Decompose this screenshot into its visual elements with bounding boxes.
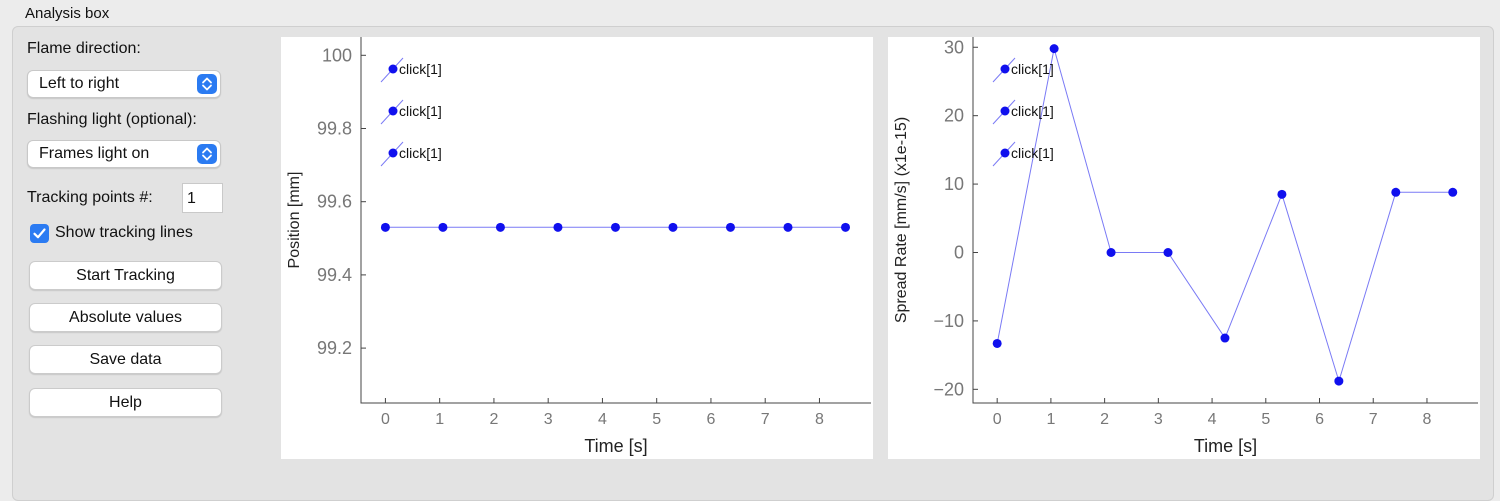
data-point xyxy=(725,222,735,232)
flashing-light-select[interactable]: Frames light on xyxy=(27,140,221,168)
y-tick-label: 100 xyxy=(322,45,352,65)
up-down-chevron-icon xyxy=(197,74,217,94)
x-tick-label: 3 xyxy=(1154,411,1163,428)
data-point xyxy=(438,222,448,232)
flashing-light-label: Flashing light (optional): xyxy=(27,111,197,128)
data-point xyxy=(783,222,793,232)
y-tick-label: 20 xyxy=(944,106,964,126)
data-point xyxy=(1334,376,1344,386)
x-tick-label: 2 xyxy=(489,411,498,428)
absolute-values-button[interactable]: Absolute values xyxy=(29,303,222,332)
legend-entry: click[1] xyxy=(992,57,1054,83)
x-tick-label: 7 xyxy=(1369,411,1378,428)
x-tick-label: 5 xyxy=(1261,411,1270,428)
data-point xyxy=(1391,187,1401,197)
x-tick-label: 0 xyxy=(993,411,1002,428)
x-tick-label: 8 xyxy=(1423,411,1432,428)
flashing-light-value: Frames light on xyxy=(39,145,150,162)
data-point xyxy=(495,222,505,232)
y-tick-label: −20 xyxy=(933,379,964,399)
data-point xyxy=(1163,247,1173,257)
x-tick-label: 6 xyxy=(1315,411,1324,428)
legend-entry: click[1] xyxy=(380,99,442,125)
flame-direction-label: Flame direction: xyxy=(27,40,141,57)
panel-title: Analysis box xyxy=(25,5,110,22)
data-point xyxy=(668,222,678,232)
x-tick-label: 4 xyxy=(1208,411,1217,428)
y-tick-label: 99.8 xyxy=(317,119,352,139)
x-tick-label: 1 xyxy=(1046,411,1055,428)
spread-rate-chart-card: 0 1 2 3 4 5 6 7 8 −20 −10 0 10 20 30 Time [s] Spread Rat… xyxy=(888,37,1480,459)
up-down-chevron-icon xyxy=(197,144,217,164)
checkmark-icon xyxy=(33,228,46,239)
data-point xyxy=(380,222,390,232)
y-tick-label: 10 xyxy=(944,174,964,194)
y-tick-label: 99.4 xyxy=(317,265,352,285)
x-tick-label: 1 xyxy=(435,411,444,428)
svg-text:click[1]: click[1] xyxy=(1011,103,1054,119)
legend-entry: click[1] xyxy=(380,57,442,83)
y-tick-label: −10 xyxy=(933,311,964,331)
data-point xyxy=(1448,187,1458,197)
start-tracking-button[interactable]: Start Tracking xyxy=(29,261,222,290)
x-tick-label: 6 xyxy=(706,411,715,428)
position-chart-card: 0 1 2 3 4 5 6 7 8 99.2 99.4 99.6 99.8 100 Time [s] Posi… xyxy=(281,37,873,459)
flame-direction-value: Left to right xyxy=(39,75,120,92)
x-tick-label: 5 xyxy=(652,411,661,428)
tracking-points-input[interactable]: 1 xyxy=(182,183,223,213)
y-tick-label: 99.6 xyxy=(317,192,352,212)
series-line xyxy=(996,48,1453,383)
show-tracking-lines-checkbox[interactable] xyxy=(30,224,49,243)
y-tick-label: 0 xyxy=(954,242,964,262)
legend-entry: click[1] xyxy=(992,99,1054,125)
data-point xyxy=(610,222,620,232)
legend-entry: click[1] xyxy=(992,141,1054,167)
svg-text:click[1]: click[1] xyxy=(1011,145,1054,161)
x-tick-label: 2 xyxy=(1100,411,1109,428)
y-axis-label: Spread Rate [mm/s] (x1e-15) xyxy=(893,117,910,323)
svg-text:click[1]: click[1] xyxy=(399,61,442,77)
data-point xyxy=(1106,247,1116,257)
x-tick-label: 7 xyxy=(761,411,770,428)
x-tick-label: 0 xyxy=(381,411,390,428)
data-point xyxy=(1277,189,1287,199)
data-point xyxy=(1049,44,1059,54)
x-axis-label: Time [s] xyxy=(1194,436,1257,456)
y-axis-label: Position [mm] xyxy=(286,172,303,269)
legend-entry: click[1] xyxy=(380,141,442,167)
x-tick-label: 4 xyxy=(598,411,607,428)
spread-rate-chart: 0 1 2 3 4 5 6 7 8 −20 −10 0 10 20 30 Time [s] Spread Rat… xyxy=(893,37,1478,456)
save-data-button[interactable]: Save data xyxy=(29,345,222,374)
position-chart: 0 1 2 3 4 5 6 7 8 99.2 99.4 99.6 99.8 100 Time [s] Posi… xyxy=(286,37,871,456)
svg-text:click[1]: click[1] xyxy=(399,103,442,119)
tracking-points-label: Tracking points #: xyxy=(27,189,153,206)
y-tick-label: 30 xyxy=(944,37,964,57)
axis-lines xyxy=(360,37,871,404)
help-button[interactable]: Help xyxy=(29,388,222,417)
svg-text:click[1]: click[1] xyxy=(399,145,442,161)
data-point xyxy=(553,222,563,232)
flame-direction-select[interactable]: Left to right xyxy=(27,70,221,98)
data-point xyxy=(1220,333,1230,343)
data-point xyxy=(841,222,850,232)
x-tick-label: 3 xyxy=(544,411,553,428)
data-point xyxy=(992,338,1002,348)
y-tick-label: 99.2 xyxy=(317,338,352,358)
x-axis-label: Time [s] xyxy=(584,436,647,456)
show-tracking-lines-label: Show tracking lines xyxy=(55,224,193,241)
axis-lines xyxy=(972,37,1478,404)
svg-text:click[1]: click[1] xyxy=(1011,61,1054,77)
x-tick-label: 8 xyxy=(815,411,824,428)
